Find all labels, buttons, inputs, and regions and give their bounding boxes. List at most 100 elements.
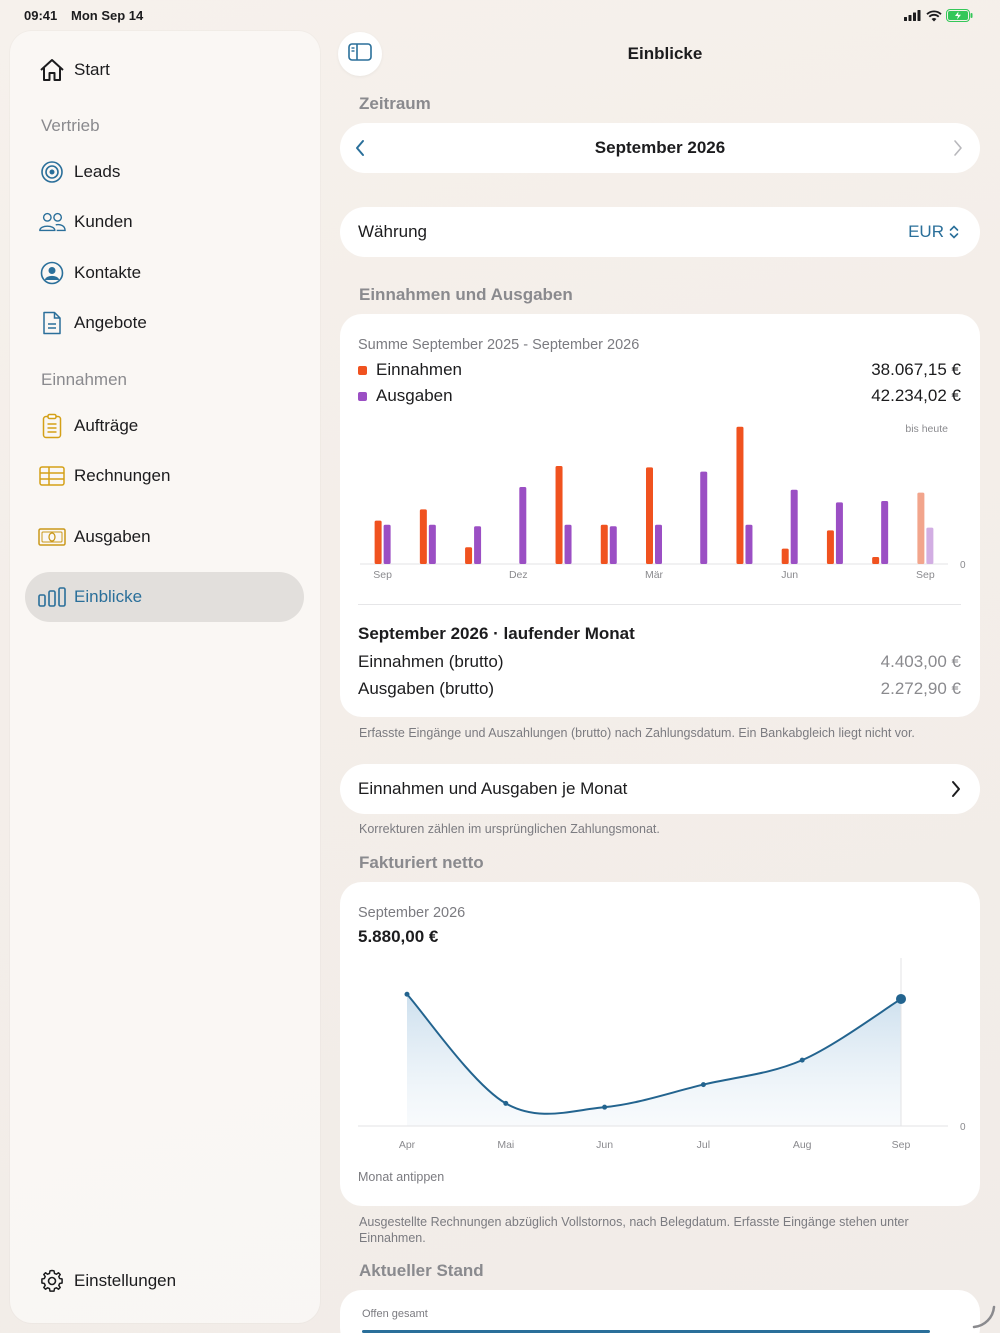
open-total-label: Offen gesamt xyxy=(362,1308,428,1320)
billed-net-line-chart[interactable]: Apr Mai Jun Jul Aug Sep 0 xyxy=(340,954,980,1154)
sidebar-item-rechnungen[interactable]: Rechnungen xyxy=(38,461,170,491)
sidebar-item-start[interactable]: Start xyxy=(38,55,110,85)
summary-title: Summe September 2025 - September 2026 xyxy=(358,337,640,353)
battery-charging-icon xyxy=(946,9,973,22)
bar-expense-1[interactable] xyxy=(428,524,436,564)
x-tick-label: Sep xyxy=(916,569,935,581)
resize-handle-icon xyxy=(972,1305,996,1329)
status-time: 09:41 xyxy=(24,8,58,23)
sidebar-item-label: Aufträge xyxy=(74,416,139,435)
sidebar-item-kunden[interactable]: Kunden xyxy=(38,207,133,237)
document-icon xyxy=(38,309,66,337)
line-point-Sep[interactable] xyxy=(896,993,906,1004)
monthly-breakdown-label: Einnahmen und Ausgaben je Monat xyxy=(358,779,628,798)
sidebar-item-einstellungen[interactable]: Einstellungen xyxy=(38,1266,176,1296)
bar-income-11[interactable] xyxy=(872,557,880,564)
sidebar-item-label: Einblicke xyxy=(74,587,143,606)
current-status-card: Offen gesamt xyxy=(340,1290,980,1333)
sidebar-item-leads[interactable]: Leads xyxy=(38,157,120,187)
bar-income-2[interactable] xyxy=(465,547,473,564)
section-aktueller-stand: Aktueller Stand xyxy=(359,1261,484,1280)
bar-expense-5[interactable] xyxy=(609,526,617,564)
bar-income-4[interactable] xyxy=(555,466,563,564)
x-tick-label: Jun xyxy=(596,1139,613,1151)
sidebar-active-highlight xyxy=(25,572,304,622)
bar-expense-9[interactable] xyxy=(790,489,798,564)
line-series xyxy=(406,993,902,1115)
bar-income-0[interactable] xyxy=(374,520,382,564)
bar-expense-11[interactable] xyxy=(881,501,889,564)
sidebar-toggle-icon xyxy=(348,42,372,66)
income-expense-bar-chart[interactable]: 0 bis heute Sep Dez Mär Jun Sep xyxy=(340,414,980,694)
chevron-left-icon xyxy=(356,140,364,156)
page-title: Einblicke xyxy=(627,44,703,63)
bar-income-8[interactable] xyxy=(736,426,744,564)
bar-income-5[interactable] xyxy=(600,524,608,564)
x-tick-label: Aug xyxy=(793,1139,812,1151)
income-expense-footnote: Erfasste Eingänge und Auszahlungen (brut… xyxy=(359,726,915,740)
period-selector: September 2026 xyxy=(340,123,980,173)
x-tick-label: Dez xyxy=(509,569,528,581)
sidebar-item-label: Angebote xyxy=(74,313,147,332)
bar-expense-2[interactable] xyxy=(474,526,482,564)
bar-income-9[interactable] xyxy=(781,548,789,564)
toggle-sidebar-button[interactable] xyxy=(338,32,382,76)
y-axis-zero-label: 0 xyxy=(960,1122,966,1133)
sidebar: Start Vertrieb Leads Kunden Kontakte Ang… xyxy=(10,31,320,1323)
sidebar-item-label: Kunden xyxy=(74,212,133,231)
expense-gross-value: 2.272,90 € xyxy=(880,679,961,698)
sidebar-item-label: Ausgaben xyxy=(74,527,151,546)
income-expense-card: Summe September 2025 - September 2026 Ei… xyxy=(340,314,980,717)
sidebar-item-label: Leads xyxy=(74,162,121,181)
legend-label: Einnahmen xyxy=(376,360,463,379)
bar-expense-6[interactable] xyxy=(655,524,662,564)
sidebar-item-einblicke[interactable]: Einblicke xyxy=(38,582,142,612)
bar-expense-8[interactable] xyxy=(745,524,753,564)
next-period-button[interactable] xyxy=(952,138,964,163)
line-point-Jun[interactable] xyxy=(602,1104,608,1110)
bar-income-1[interactable] xyxy=(419,509,427,564)
chevron-up-down-icon xyxy=(949,225,959,239)
divider xyxy=(358,604,961,605)
line-point-Mai[interactable] xyxy=(503,1100,509,1106)
legend-expense: Ausgaben xyxy=(358,386,453,406)
legend-income: Einnahmen xyxy=(358,360,462,380)
bar-expense-4[interactable] xyxy=(564,524,572,564)
tap-month-hint: Monat antippen xyxy=(358,1170,445,1184)
sidebar-section-vertrieb: Vertrieb xyxy=(41,116,100,135)
bar-expense-3[interactable] xyxy=(519,487,527,564)
x-tick-label: Mär xyxy=(645,569,664,581)
line-point-Aug[interactable] xyxy=(799,1057,805,1063)
bar-income-10[interactable] xyxy=(826,530,834,564)
sidebar-item-label: Rechnungen xyxy=(74,466,171,485)
bar-income-6[interactable] xyxy=(646,467,653,564)
period-value: September 2026 xyxy=(594,138,726,157)
section-fakturiert: Fakturiert netto xyxy=(359,853,484,872)
currency-value: EUR xyxy=(908,222,944,241)
currency-picker[interactable]: EUR xyxy=(908,222,960,242)
gear-icon xyxy=(38,1267,66,1295)
bar-chart-icon xyxy=(38,583,66,611)
y-axis-zero-label: 0 xyxy=(960,560,966,571)
line-area-fill xyxy=(407,994,901,1126)
sidebar-item-ausgaben[interactable]: Ausgaben xyxy=(38,522,151,552)
bis-heute-label: bis heute xyxy=(905,423,948,435)
sidebar-item-kontakte[interactable]: Kontakte xyxy=(38,258,141,288)
line-point-Apr[interactable] xyxy=(404,991,410,997)
monthly-breakdown-link[interactable]: Einnahmen und Ausgaben je Monat xyxy=(340,764,980,814)
bar-expense-10[interactable] xyxy=(835,502,843,564)
wifi-icon xyxy=(926,9,942,21)
currency-row[interactable]: Währung EUR xyxy=(340,207,980,257)
legend-label: Ausgaben xyxy=(376,386,453,405)
previous-period-button[interactable] xyxy=(354,138,366,163)
bar-expense-7[interactable] xyxy=(700,471,708,564)
status-bar: 09:41 Mon Sep 14 xyxy=(0,0,1000,30)
bar-income-12[interactable] xyxy=(917,492,925,564)
sidebar-item-angebote[interactable]: Angebote xyxy=(38,308,147,338)
x-tick-label: Mai xyxy=(497,1139,514,1151)
sidebar-item-auftraege[interactable]: Aufträge xyxy=(38,411,138,441)
line-point-Jul[interactable] xyxy=(700,1082,706,1088)
bar-expense-12[interactable] xyxy=(926,527,934,564)
bar-expense-0[interactable] xyxy=(383,524,391,564)
x-tick-label: Sep xyxy=(892,1139,911,1151)
